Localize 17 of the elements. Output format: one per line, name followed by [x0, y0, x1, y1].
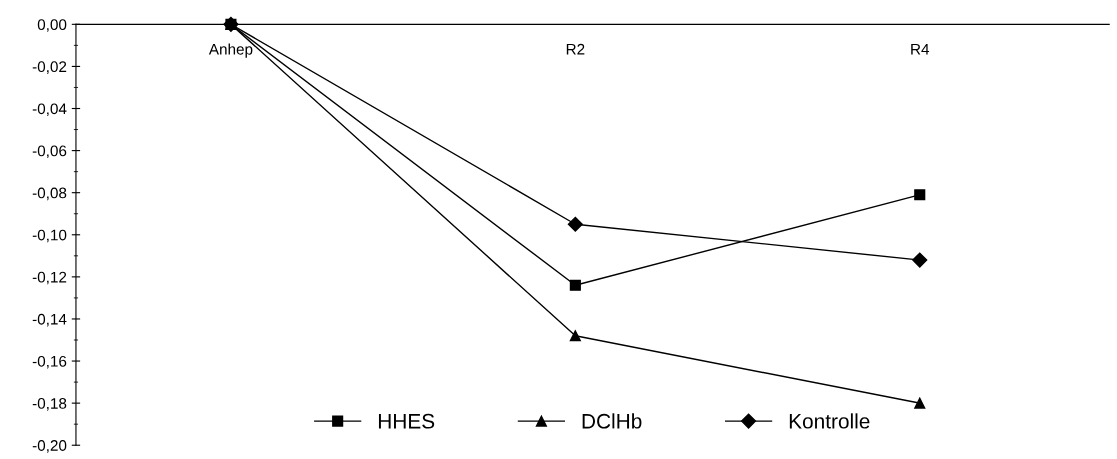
y-tick-label: -0,14 — [32, 313, 67, 327]
y-tick-label: -0,16 — [32, 355, 67, 369]
legend-label: DClHb — [582, 413, 642, 429]
y-tick-label: -0,20 — [32, 440, 67, 453]
x-tick-label: R2 — [566, 43, 585, 55]
y-tick-label: -0,08 — [32, 187, 67, 201]
y-tick-label: -0,04 — [32, 103, 67, 116]
y-tick-label: -0,18 — [32, 398, 67, 411]
y-tick-label: -0,12 — [32, 271, 67, 285]
y-tick-label: -0,02 — [32, 61, 67, 74]
legend-label: HHES — [378, 413, 435, 429]
legend-label: Kontrolle — [789, 413, 870, 429]
y-tick-label: -0,10 — [32, 229, 67, 243]
y-tick-label: -0,06 — [32, 145, 67, 159]
x-tick-label: Anhep — [208, 43, 253, 58]
y-tick-label: 0,00 — [37, 19, 67, 32]
x-tick-label: R4 — [911, 43, 930, 55]
